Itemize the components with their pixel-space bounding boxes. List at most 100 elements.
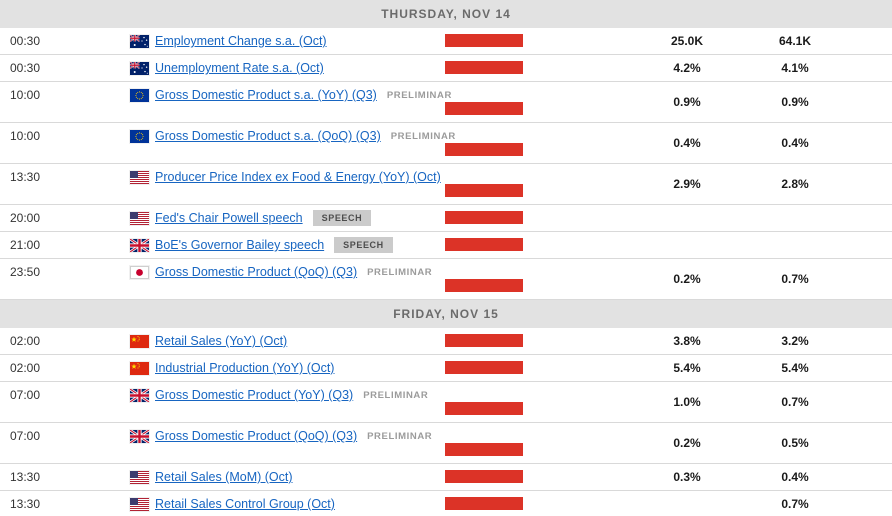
- event-time: 23:50: [10, 265, 41, 279]
- consensus-value: 0.9%: [673, 95, 701, 109]
- day-header-label: FRIDAY, NOV 15: [393, 307, 499, 321]
- event-link[interactable]: Retail Sales (MoM) (Oct): [155, 470, 293, 484]
- event-time: 00:30: [10, 34, 41, 48]
- preliminary-tag: PRELIMINAR: [386, 89, 452, 101]
- event-time: 10:00: [10, 129, 41, 143]
- consensus-value: 0.4%: [673, 136, 701, 150]
- previous-value: 0.4%: [781, 470, 809, 484]
- event-time: 02:00: [10, 361, 41, 375]
- day-rows: 02:00 Retail Sales (YoY) (Oct) 3.8% 3.2%…: [0, 328, 892, 516]
- volatility-bar-icon: [445, 211, 523, 224]
- event-main: Unemployment Rate s.a. (Oct): [130, 57, 324, 79]
- calendar-day-section: THURSDAY, NOV 14 00:30 Employment Change…: [0, 0, 892, 300]
- cn-flag-icon: [130, 334, 149, 348]
- event-main: Gross Domestic Product (YoY) (Q3) PRELIM…: [130, 384, 428, 406]
- preliminary-tag: PRELIMINAR: [367, 266, 433, 278]
- previous-value: 0.7%: [781, 272, 809, 286]
- event-time: 13:30: [10, 497, 41, 511]
- event-time: 07:00: [10, 429, 41, 443]
- event-time: 00:30: [10, 61, 41, 75]
- gb-flag-icon: [130, 429, 149, 443]
- event-link[interactable]: Retail Sales Control Group (Oct): [155, 497, 335, 511]
- us-flag-icon: [130, 497, 149, 511]
- volatility-bar-icon: [445, 61, 523, 74]
- previous-value: 0.7%: [781, 395, 809, 409]
- event-row[interactable]: 13:30 Retail Sales Control Group (Oct) 0…: [0, 491, 892, 516]
- event-link[interactable]: Employment Change s.a. (Oct): [155, 34, 327, 48]
- event-link[interactable]: Industrial Production (YoY) (Oct): [155, 361, 335, 375]
- event-row[interactable]: 02:00 Industrial Production (YoY) (Oct) …: [0, 355, 892, 382]
- volatility-bar-icon: [445, 34, 523, 47]
- event-row[interactable]: 21:00 BoE's Governor Bailey speech SPEEC…: [0, 232, 892, 259]
- event-main: Gross Domestic Product s.a. (YoY) (Q3) P…: [130, 84, 452, 106]
- event-link[interactable]: Gross Domestic Product s.a. (YoY) (Q3): [155, 88, 377, 102]
- event-row[interactable]: 00:30 Employment Change s.a. (Oct) 25.0K…: [0, 28, 892, 55]
- event-time: 13:30: [10, 170, 41, 184]
- event-link[interactable]: Fed's Chair Powell speech: [155, 211, 303, 225]
- volatility-bar-icon: [445, 443, 523, 456]
- volatility-bar-icon: [445, 361, 523, 374]
- event-link[interactable]: BoE's Governor Bailey speech: [155, 238, 325, 252]
- event-row[interactable]: 07:00 Gross Domestic Product (YoY) (Q3) …: [0, 382, 892, 423]
- event-main: Gross Domestic Product (QoQ) (Q3) PRELIM…: [130, 425, 432, 447]
- event-link[interactable]: Retail Sales (YoY) (Oct): [155, 334, 288, 348]
- gb-flag-icon: [130, 388, 149, 402]
- day-rows: 00:30 Employment Change s.a. (Oct) 25.0K…: [0, 28, 892, 300]
- event-link[interactable]: Gross Domestic Product s.a. (QoQ) (Q3): [155, 129, 381, 143]
- consensus-value: 25.0K: [670, 34, 704, 48]
- day-header: THURSDAY, NOV 14: [0, 0, 892, 28]
- event-link[interactable]: Producer Price Index ex Food & Energy (Y…: [155, 170, 441, 184]
- event-main: Fed's Chair Powell speech SPEECH: [130, 207, 372, 229]
- event-main: Producer Price Index ex Food & Energy (Y…: [130, 166, 441, 188]
- event-row[interactable]: 13:30 Producer Price Index ex Food & Ene…: [0, 164, 892, 205]
- event-row[interactable]: 02:00 Retail Sales (YoY) (Oct) 3.8% 3.2%: [0, 328, 892, 355]
- previous-value: 2.8%: [781, 177, 809, 191]
- us-flag-icon: [130, 470, 149, 484]
- event-row[interactable]: 10:00 Gross Domestic Product s.a. (QoQ) …: [0, 123, 892, 164]
- event-row[interactable]: 13:30 Retail Sales (MoM) (Oct) 0.3% 0.4%: [0, 464, 892, 491]
- event-link[interactable]: Gross Domestic Product (QoQ) (Q3): [155, 265, 358, 279]
- event-time: 07:00: [10, 388, 41, 402]
- speech-badge: SPEECH: [334, 237, 393, 253]
- event-row[interactable]: 07:00 Gross Domestic Product (QoQ) (Q3) …: [0, 423, 892, 464]
- previous-value: 0.9%: [781, 95, 809, 109]
- speech-badge: SPEECH: [312, 210, 372, 226]
- consensus-value: 2.9%: [673, 177, 701, 191]
- cn-flag-icon: [130, 361, 149, 375]
- event-time: 10:00: [10, 88, 41, 102]
- us-flag-icon: [130, 170, 149, 184]
- event-time: 13:30: [10, 470, 41, 484]
- event-main: Retail Sales (MoM) (Oct): [130, 466, 293, 488]
- consensus-value: 5.4%: [673, 361, 701, 375]
- previous-value: 5.4%: [781, 361, 809, 375]
- preliminary-tag: PRELIMINAR: [390, 130, 456, 142]
- eu-flag-icon: [130, 129, 149, 143]
- event-main: Gross Domestic Product s.a. (QoQ) (Q3) P…: [130, 125, 456, 147]
- volatility-bar-icon: [445, 279, 523, 292]
- consensus-value: 0.2%: [673, 272, 701, 286]
- volatility-bar-icon: [445, 143, 523, 156]
- volatility-bar-icon: [445, 184, 523, 197]
- previous-value: 64.1K: [778, 34, 812, 48]
- event-row[interactable]: 20:00 Fed's Chair Powell speech SPEECH: [0, 205, 892, 232]
- event-row[interactable]: 23:50 Gross Domestic Product (QoQ) (Q3) …: [0, 259, 892, 300]
- event-row[interactable]: 00:30 Unemployment Rate s.a. (Oct) 4.2% …: [0, 55, 892, 82]
- event-main: Industrial Production (YoY) (Oct): [130, 357, 334, 379]
- jp-flag-icon: [130, 265, 149, 279]
- event-main: Retail Sales (YoY) (Oct): [130, 330, 287, 352]
- event-link[interactable]: Unemployment Rate s.a. (Oct): [155, 61, 324, 75]
- consensus-value: 3.8%: [673, 334, 701, 348]
- us-flag-icon: [130, 211, 149, 225]
- event-time: 20:00: [10, 211, 41, 225]
- volatility-bar-icon: [445, 102, 523, 115]
- volatility-bar-icon: [445, 402, 523, 415]
- event-main: Retail Sales Control Group (Oct): [130, 493, 335, 515]
- consensus-value: 0.3%: [673, 470, 701, 484]
- gb-flag-icon: [130, 238, 149, 252]
- event-main: Employment Change s.a. (Oct): [130, 30, 327, 52]
- event-link[interactable]: Gross Domestic Product (QoQ) (Q3): [155, 429, 358, 443]
- event-row[interactable]: 10:00 Gross Domestic Product s.a. (YoY) …: [0, 82, 892, 123]
- event-link[interactable]: Gross Domestic Product (YoY) (Q3): [155, 388, 354, 402]
- preliminary-tag: PRELIMINAR: [363, 389, 429, 401]
